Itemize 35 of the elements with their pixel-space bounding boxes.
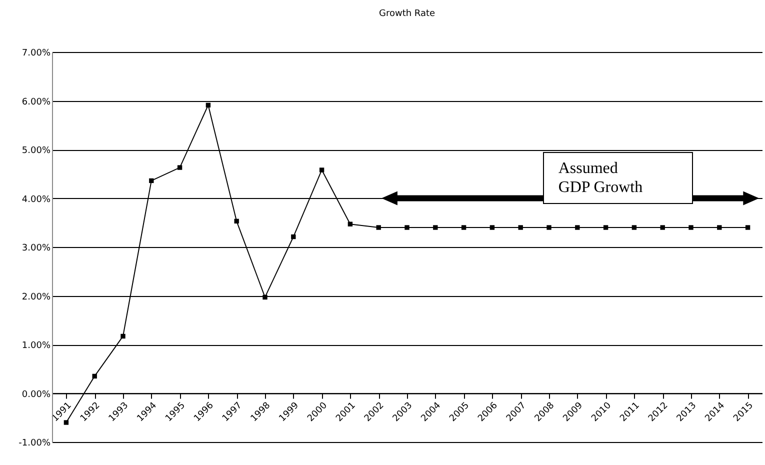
point: [518, 225, 523, 230]
y-tick-label: 6.00%: [22, 97, 51, 108]
point: [660, 225, 665, 230]
point: [206, 102, 211, 108]
point: [319, 168, 324, 172]
point: [120, 334, 126, 339]
point: [433, 225, 438, 230]
point: [149, 178, 154, 184]
point: [234, 218, 239, 224]
y-tick-label: 3.00%: [22, 244, 51, 254]
callout-box: Assumed GDP Growth: [543, 152, 694, 204]
point: [262, 294, 268, 300]
y-tick-label: 1.00%: [22, 341, 51, 351]
point: [546, 225, 552, 230]
y-tick-label: 0.00%: [22, 390, 51, 400]
point: [490, 225, 495, 230]
y-tick-label: 5.00%: [22, 146, 51, 156]
y-tick-label: 2.00%: [22, 292, 51, 302]
point: [92, 374, 97, 379]
point: [575, 225, 580, 230]
point: [688, 225, 694, 230]
chart-title: Growth Rate: [378, 9, 436, 19]
point: [717, 225, 722, 230]
point: [348, 222, 353, 226]
point: [632, 225, 637, 230]
y-tick-label: -1.00%: [18, 438, 51, 448]
y-tick-label: 4.00%: [22, 194, 51, 205]
point: [745, 225, 750, 230]
point: [376, 225, 381, 230]
point: [404, 225, 410, 230]
point: [177, 165, 182, 170]
point: [603, 225, 608, 230]
y-tick-label: 7.00%: [22, 48, 51, 58]
point: [291, 234, 296, 240]
point: [461, 225, 466, 230]
